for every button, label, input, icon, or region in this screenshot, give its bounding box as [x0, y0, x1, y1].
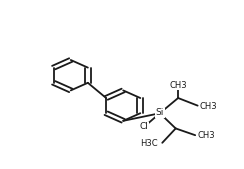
- Text: Si: Si: [156, 108, 164, 117]
- Text: CH3: CH3: [197, 131, 215, 140]
- Text: Cl: Cl: [140, 122, 148, 131]
- Text: CH3: CH3: [199, 102, 217, 111]
- Text: CH3: CH3: [169, 81, 187, 90]
- Text: H3C: H3C: [141, 139, 158, 149]
